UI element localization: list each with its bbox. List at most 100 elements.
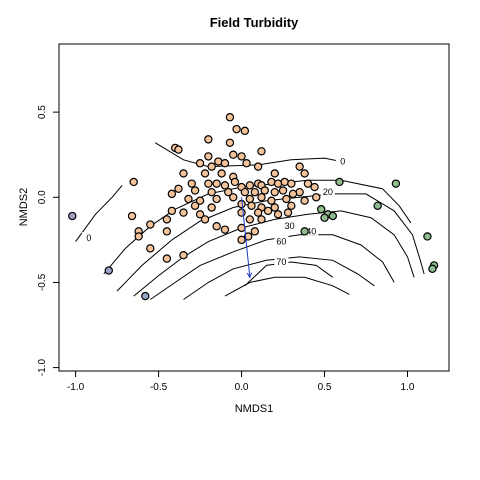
contour-line-5 <box>133 210 415 297</box>
data-point <box>253 162 263 171</box>
data-point <box>237 208 246 217</box>
data-point <box>229 150 238 159</box>
contour-label-1: 0 <box>340 157 345 167</box>
x-tick-label: 0.0 <box>235 382 249 393</box>
y-tick-label: 0.5 <box>37 105 48 119</box>
data-point <box>195 210 205 219</box>
data-point <box>300 196 309 205</box>
data-point <box>300 169 309 178</box>
data-point <box>240 126 250 136</box>
x-tick-label: 1.0 <box>401 382 415 393</box>
contour-label-4: 60 <box>276 237 286 247</box>
contour-label-bg <box>320 186 335 197</box>
data-point <box>220 159 230 168</box>
data-point <box>273 210 283 219</box>
data-point <box>391 179 401 188</box>
data-point <box>295 162 304 171</box>
data-point <box>212 194 221 204</box>
data-point <box>245 194 255 204</box>
data-point <box>184 194 193 204</box>
data-point <box>225 138 235 147</box>
data-point <box>247 201 256 210</box>
data-point <box>245 215 255 224</box>
y-tick-label: -0.5 <box>37 273 48 291</box>
data-point <box>245 181 255 190</box>
contour-label-bg <box>335 155 350 166</box>
data-point <box>240 187 250 197</box>
data-point <box>225 113 235 122</box>
data-point <box>282 194 291 204</box>
data-point <box>179 208 188 217</box>
data-point <box>320 213 329 222</box>
contour-line-8 <box>224 276 350 297</box>
data-point <box>146 220 155 229</box>
contour-label-bg <box>274 235 289 246</box>
contour-line-4 <box>116 193 425 292</box>
data-point <box>270 187 279 197</box>
contour-label-5: 70 <box>276 257 286 267</box>
data-point <box>335 177 344 187</box>
x-tick-label: -1.0 <box>67 382 85 393</box>
data-point <box>260 186 269 195</box>
data-point <box>104 266 113 275</box>
x-tick-label: 0.5 <box>318 382 332 393</box>
data-point <box>288 189 298 199</box>
data-point <box>229 193 238 202</box>
data-point <box>312 193 321 202</box>
data-point <box>373 201 382 210</box>
contour-label-bg <box>274 256 289 266</box>
data-point <box>253 208 263 217</box>
data-point <box>237 235 246 245</box>
fitted-vector <box>241 197 253 279</box>
data-point <box>207 203 216 212</box>
data-point <box>250 227 260 236</box>
y-axis-label: NMDS2 <box>18 188 30 227</box>
contour-line-9 <box>244 261 334 287</box>
contour-label-bg <box>81 232 96 243</box>
contour-line-1 <box>75 185 123 242</box>
contour-label-7: 30 <box>285 221 295 231</box>
data-point <box>243 232 253 241</box>
contour-line-2 <box>155 142 350 168</box>
data-point <box>195 159 205 168</box>
contour-label-2: 20 <box>323 187 333 197</box>
data-point <box>230 177 240 187</box>
x-axis-label: NMDS1 <box>235 403 274 415</box>
x-axis: -1.0 -0.5 0.0 0.5 1.0 <box>67 370 415 393</box>
data-point <box>204 135 213 144</box>
data-point <box>190 201 200 210</box>
data-point <box>423 232 432 241</box>
data-point <box>242 159 251 168</box>
data-point <box>127 211 137 221</box>
data-point <box>204 179 213 188</box>
data-point <box>220 181 230 190</box>
data-point <box>270 169 279 178</box>
contour-label-3: 40 <box>306 226 316 236</box>
data-point <box>207 187 216 197</box>
y-axis: -1.0 -0.5 0.0 0.5 <box>37 105 60 376</box>
vector-line <box>241 197 251 278</box>
contour-label-bg <box>304 225 319 236</box>
data-point <box>212 179 221 188</box>
data-point <box>200 215 210 224</box>
contour-label-6: 0 <box>86 233 91 243</box>
data-point <box>270 203 279 212</box>
data-point <box>267 196 276 205</box>
data-point <box>217 169 226 178</box>
data-point <box>129 177 138 187</box>
data-point <box>174 184 183 193</box>
contour-label-bg <box>282 220 297 231</box>
data-point <box>212 222 221 231</box>
data-point <box>250 187 260 197</box>
data-point <box>237 152 246 161</box>
data-point <box>263 206 273 216</box>
data-point <box>287 201 296 210</box>
vector-arrowhead <box>246 272 253 279</box>
data-point <box>167 189 177 199</box>
data-point <box>257 215 266 224</box>
contour-line-6 <box>150 234 395 300</box>
data-point <box>162 227 172 236</box>
data-point <box>134 232 143 241</box>
data-point <box>220 225 230 234</box>
contour-labels: 0 20 40 60 70 0 30 <box>81 155 350 267</box>
